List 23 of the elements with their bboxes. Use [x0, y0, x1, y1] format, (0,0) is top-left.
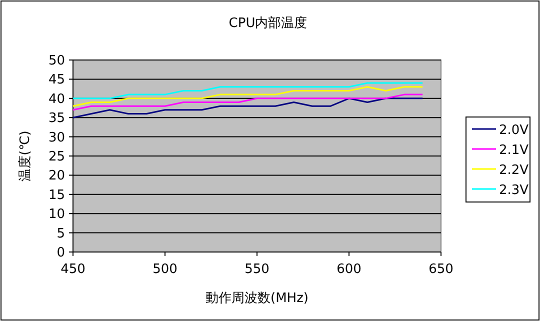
y-tick-label: 20 [48, 168, 65, 184]
x-axis-title: 動作周波数(MHz) [206, 291, 308, 306]
legend-label: 2.2V [499, 163, 529, 178]
chart-title: CPU内部温度 [228, 15, 308, 31]
y-axis-title: 温度(℃) [17, 130, 33, 182]
x-tick-label: 550 [244, 262, 270, 277]
y-tick-label: 40 [48, 92, 65, 107]
y-tick-label: 10 [48, 207, 65, 222]
y-tick-label: 25 [48, 150, 65, 164]
x-tick-label: 500 [152, 262, 178, 277]
y-tick-label: 5 [56, 226, 65, 242]
x-tick-label: 650 [428, 262, 454, 277]
y-tick-label: 35 [48, 111, 65, 126]
y-tick-label: 15 [48, 188, 65, 203]
legend-label: 2.1V [499, 143, 529, 158]
y-tick-label: 50 [48, 54, 65, 68]
legend-label: 2.0V [499, 123, 529, 138]
x-tick-label: 600 [336, 262, 362, 277]
x-tick-label: 450 [60, 262, 86, 277]
y-tick-label: 30 [48, 130, 65, 146]
legend-label: 2.3V [499, 183, 529, 198]
y-tick-label: 45 [48, 72, 65, 88]
y-tick-label: 0 [56, 246, 65, 260]
